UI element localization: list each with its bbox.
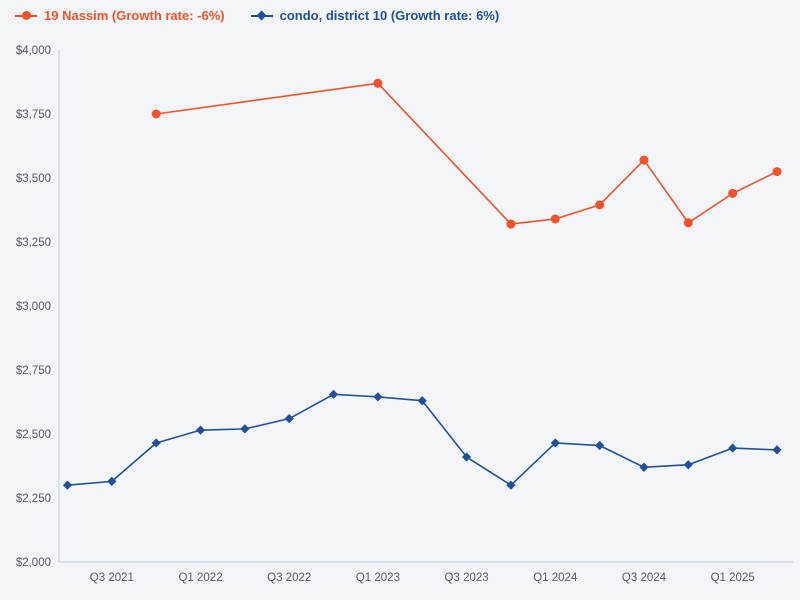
data-point-marker[interactable] [240, 424, 250, 434]
y-axis-tick-label: $3,750 [16, 109, 51, 121]
data-point-marker[interactable] [62, 480, 73, 490]
legend-item-19-nassim[interactable]: 19 Nassim (Growth rate: -6%) [15, 8, 225, 23]
y-axis-tick-label: $3,250 [16, 237, 51, 249]
y-axis-tick-label: $2,750 [16, 365, 51, 377]
series-line-circle [156, 82, 778, 225]
data-point-marker[interactable] [639, 462, 649, 472]
y-axis-tick-label: $4,000 [16, 45, 51, 57]
y-axis-tick-label: $2,000 [16, 557, 51, 569]
y-axis-tick-label: $3,500 [16, 173, 51, 185]
x-axis-tick-label: Q1 2023 [356, 572, 400, 584]
y-axis-tick-label: $2,500 [16, 429, 51, 441]
data-point-marker[interactable] [595, 440, 605, 451]
data-point-marker[interactable] [772, 445, 782, 455]
legend-label-condo-district-10: condo, district 10 (Growth rate: 6%) [279, 8, 500, 23]
data-point-marker[interactable] [728, 443, 738, 453]
y-axis-tick-label: $3,000 [16, 301, 51, 313]
y-axis-tick-label: $2,250 [16, 493, 51, 505]
data-point-marker[interactable] [328, 389, 339, 399]
data-point-marker[interactable] [195, 425, 206, 435]
data-point-marker[interactable] [683, 218, 693, 228]
diamond-series-marker-icon [250, 10, 273, 21]
x-axis-tick-label: Q1 2022 [178, 572, 222, 584]
data-point-marker[interactable] [683, 460, 693, 470]
data-point-marker[interactable] [550, 214, 560, 224]
data-point-marker[interactable] [506, 480, 516, 490]
data-point-marker[interactable] [373, 78, 383, 88]
data-point-marker[interactable] [151, 438, 161, 448]
data-point-marker[interactable] [639, 155, 649, 165]
data-point-marker[interactable] [373, 392, 383, 402]
x-axis-tick-label: Q3 2023 [445, 572, 489, 584]
data-point-marker[interactable] [550, 438, 560, 448]
legend-item-condo-district-10[interactable]: condo, district 10 (Growth rate: 6%) [250, 8, 500, 23]
data-point-marker[interactable] [595, 200, 605, 210]
axis-lines [58, 50, 793, 563]
legend-label-19-nassim: 19 Nassim (Growth rate: -6%) [44, 8, 225, 23]
data-point-marker[interactable] [728, 188, 738, 198]
x-axis-tick-label: Q1 2025 [711, 572, 755, 584]
data-point-marker[interactable] [772, 167, 782, 177]
data-point-marker[interactable] [461, 452, 472, 462]
x-axis-tick-label: Q3 2024 [622, 572, 667, 584]
x-axis-tick-label: Q1 2024 [533, 572, 578, 584]
data-point-marker[interactable] [506, 219, 516, 229]
x-axis-tick-label: Q3 2021 [90, 572, 134, 584]
data-point-marker[interactable] [107, 476, 117, 486]
circle-series-marker-icon [15, 10, 37, 21]
data-point-marker[interactable] [284, 414, 294, 424]
data-point-marker[interactable] [417, 396, 427, 406]
series-line-diamond [67, 393, 778, 487]
x-axis-tick-label: Q3 2022 [267, 572, 311, 584]
chart-legend: 19 Nassim (Growth rate: -6%) condo, dist… [15, 8, 499, 23]
data-point-marker[interactable] [151, 109, 161, 119]
